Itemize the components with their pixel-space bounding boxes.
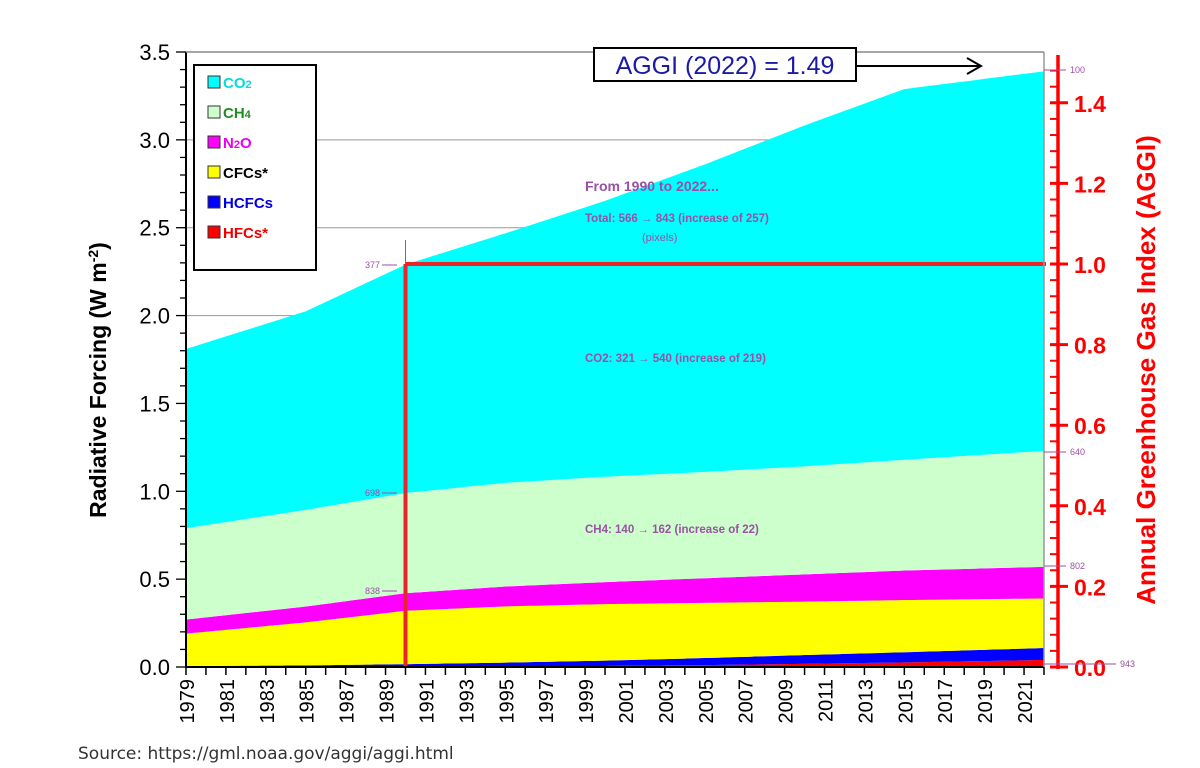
y2-axis-label: Annual Greenhouse Gas Index (AGGI) <box>1131 135 1161 605</box>
x-tick-label: 1993 <box>456 679 478 724</box>
y2-tick-label: 0.0 <box>1074 655 1106 681</box>
area-n2o <box>186 566 1044 634</box>
reference-1990-box <box>403 240 1046 667</box>
legend-label-ch4: CH4 <box>223 105 252 122</box>
annotation-ch4: CH4: 140 → 162 (increase of 22) <box>585 524 759 536</box>
y-tick-label: 0.0 <box>139 655 170 680</box>
x-tick-label: 1979 <box>177 679 199 724</box>
x-tick-label: 2007 <box>736 679 758 724</box>
legend-label-co2: CO2 <box>223 75 252 92</box>
x-tick-label: 1987 <box>337 679 359 724</box>
legend-swatch-cfcs <box>207 165 221 179</box>
x-tick-label: 1981 <box>217 679 239 724</box>
area-hcfcs <box>186 648 1044 667</box>
y2-tick-label: 1.4 <box>1074 91 1106 117</box>
marker-label-640: 640 <box>1070 447 1085 457</box>
y-axis-label: Radiative Forcing (W m-2) <box>85 242 111 518</box>
y-tick-label: 1.5 <box>139 391 170 416</box>
aggi-callout: AGGI (2022) = 1.49 <box>593 47 984 82</box>
y2-axis-ticks: 0.0 0.2 0.4 0.6 0.8 1.0 1.2 1.4 <box>1050 69 1106 681</box>
area-hfcs <box>186 659 1044 667</box>
x-tick-label: 2003 <box>656 679 678 724</box>
legend-swatch-hfcs <box>207 225 221 239</box>
pixel-markers: 377 698 838 100 640 802 943 <box>365 65 1135 669</box>
annotation-co2: CO2: 321 → 540 (increase of 219) <box>585 353 766 365</box>
annotation-total: Total: 566 → 843 (increase of 257) <box>585 213 769 225</box>
area-cfcs <box>186 598 1044 667</box>
aggi-arrow-head <box>966 57 984 75</box>
x-axis-ticks: 1979 1981 1983 1985 1987 1989 1991 1993 1995 1997… <box>177 667 1045 724</box>
legend-swatch-n2o <box>207 135 221 149</box>
x-tick-label: 1995 <box>496 679 518 724</box>
x-tick-label: 2005 <box>696 679 718 724</box>
annotation-pixels-note: (pixels) <box>642 232 677 244</box>
x-tick-label: 1997 <box>536 679 558 724</box>
x-tick-label: 1999 <box>576 679 598 724</box>
x-tick-label: 1989 <box>377 679 399 724</box>
legend-swatch-ch4 <box>207 105 221 119</box>
legend-label-n2o: N2O <box>223 135 252 152</box>
y-tick-label: 3.0 <box>139 128 170 153</box>
marker-label-838: 838 <box>365 586 380 596</box>
area-ch4 <box>186 450 1044 620</box>
x-tick-label: 2019 <box>975 679 997 724</box>
aggi-callout-text: AGGI (2022) = 1.49 <box>616 52 835 80</box>
x-tick-label: 2021 <box>1015 679 1037 724</box>
x-tick-label: 2001 <box>616 679 638 724</box>
marker-label-698: 698 <box>365 488 380 498</box>
y-tick-label: 3.5 <box>139 40 170 65</box>
legend-swatch-co2 <box>207 75 221 89</box>
y2-tick-label: 1.2 <box>1074 171 1106 197</box>
area-co2 <box>186 71 1044 529</box>
x-tick-label: 2013 <box>855 679 877 724</box>
x-tick-label: 2017 <box>935 679 957 724</box>
annotation-from-heading: From 1990 to 2022... <box>585 178 719 194</box>
marker-label-100: 100 <box>1070 65 1085 75</box>
legend-label-cfcs: CFCs* <box>223 165 268 182</box>
y-tick-label: 2.0 <box>139 304 170 329</box>
y-axis-ticks: 0.0 0.5 1.0 1.5 2.0 2.5 3.0 3.5 <box>139 40 186 680</box>
legend: CO2 CH4 N2O CFCs* HCFCs HFCs* <box>193 64 317 271</box>
y-tick-label: 2.5 <box>139 216 170 241</box>
legend-swatch-hcfcs <box>207 195 221 209</box>
stacked-areas <box>186 71 1044 667</box>
y-tick-label: 0.5 <box>139 567 170 592</box>
y2-tick-label: 1.0 <box>1074 252 1106 278</box>
source-caption: Source: https://gml.noaa.gov/aggi/aggi.h… <box>78 744 454 764</box>
x-tick-label: 1983 <box>257 679 279 724</box>
y-tick-label: 1.0 <box>139 479 170 504</box>
x-tick-label: 2015 <box>895 679 917 724</box>
legend-label-hfcs: HFCs* <box>223 225 268 242</box>
x-tick-label: 1985 <box>297 679 319 724</box>
marker-label-377: 377 <box>365 260 380 270</box>
x-tick-label: 1991 <box>416 679 438 724</box>
legend-label-hcfcs: HCFCs <box>223 195 273 212</box>
y2-tick-label: 0.2 <box>1074 574 1106 600</box>
y2-tick-label: 0.6 <box>1074 413 1106 439</box>
y2-tick-label: 0.4 <box>1074 494 1106 520</box>
marker-label-802: 802 <box>1070 561 1085 571</box>
x-tick-label: 2009 <box>776 679 798 724</box>
marker-label-943: 943 <box>1120 659 1135 669</box>
axes <box>185 51 1060 669</box>
y2-tick-label: 0.8 <box>1074 333 1106 359</box>
x-tick-label: 2011 <box>816 679 838 722</box>
